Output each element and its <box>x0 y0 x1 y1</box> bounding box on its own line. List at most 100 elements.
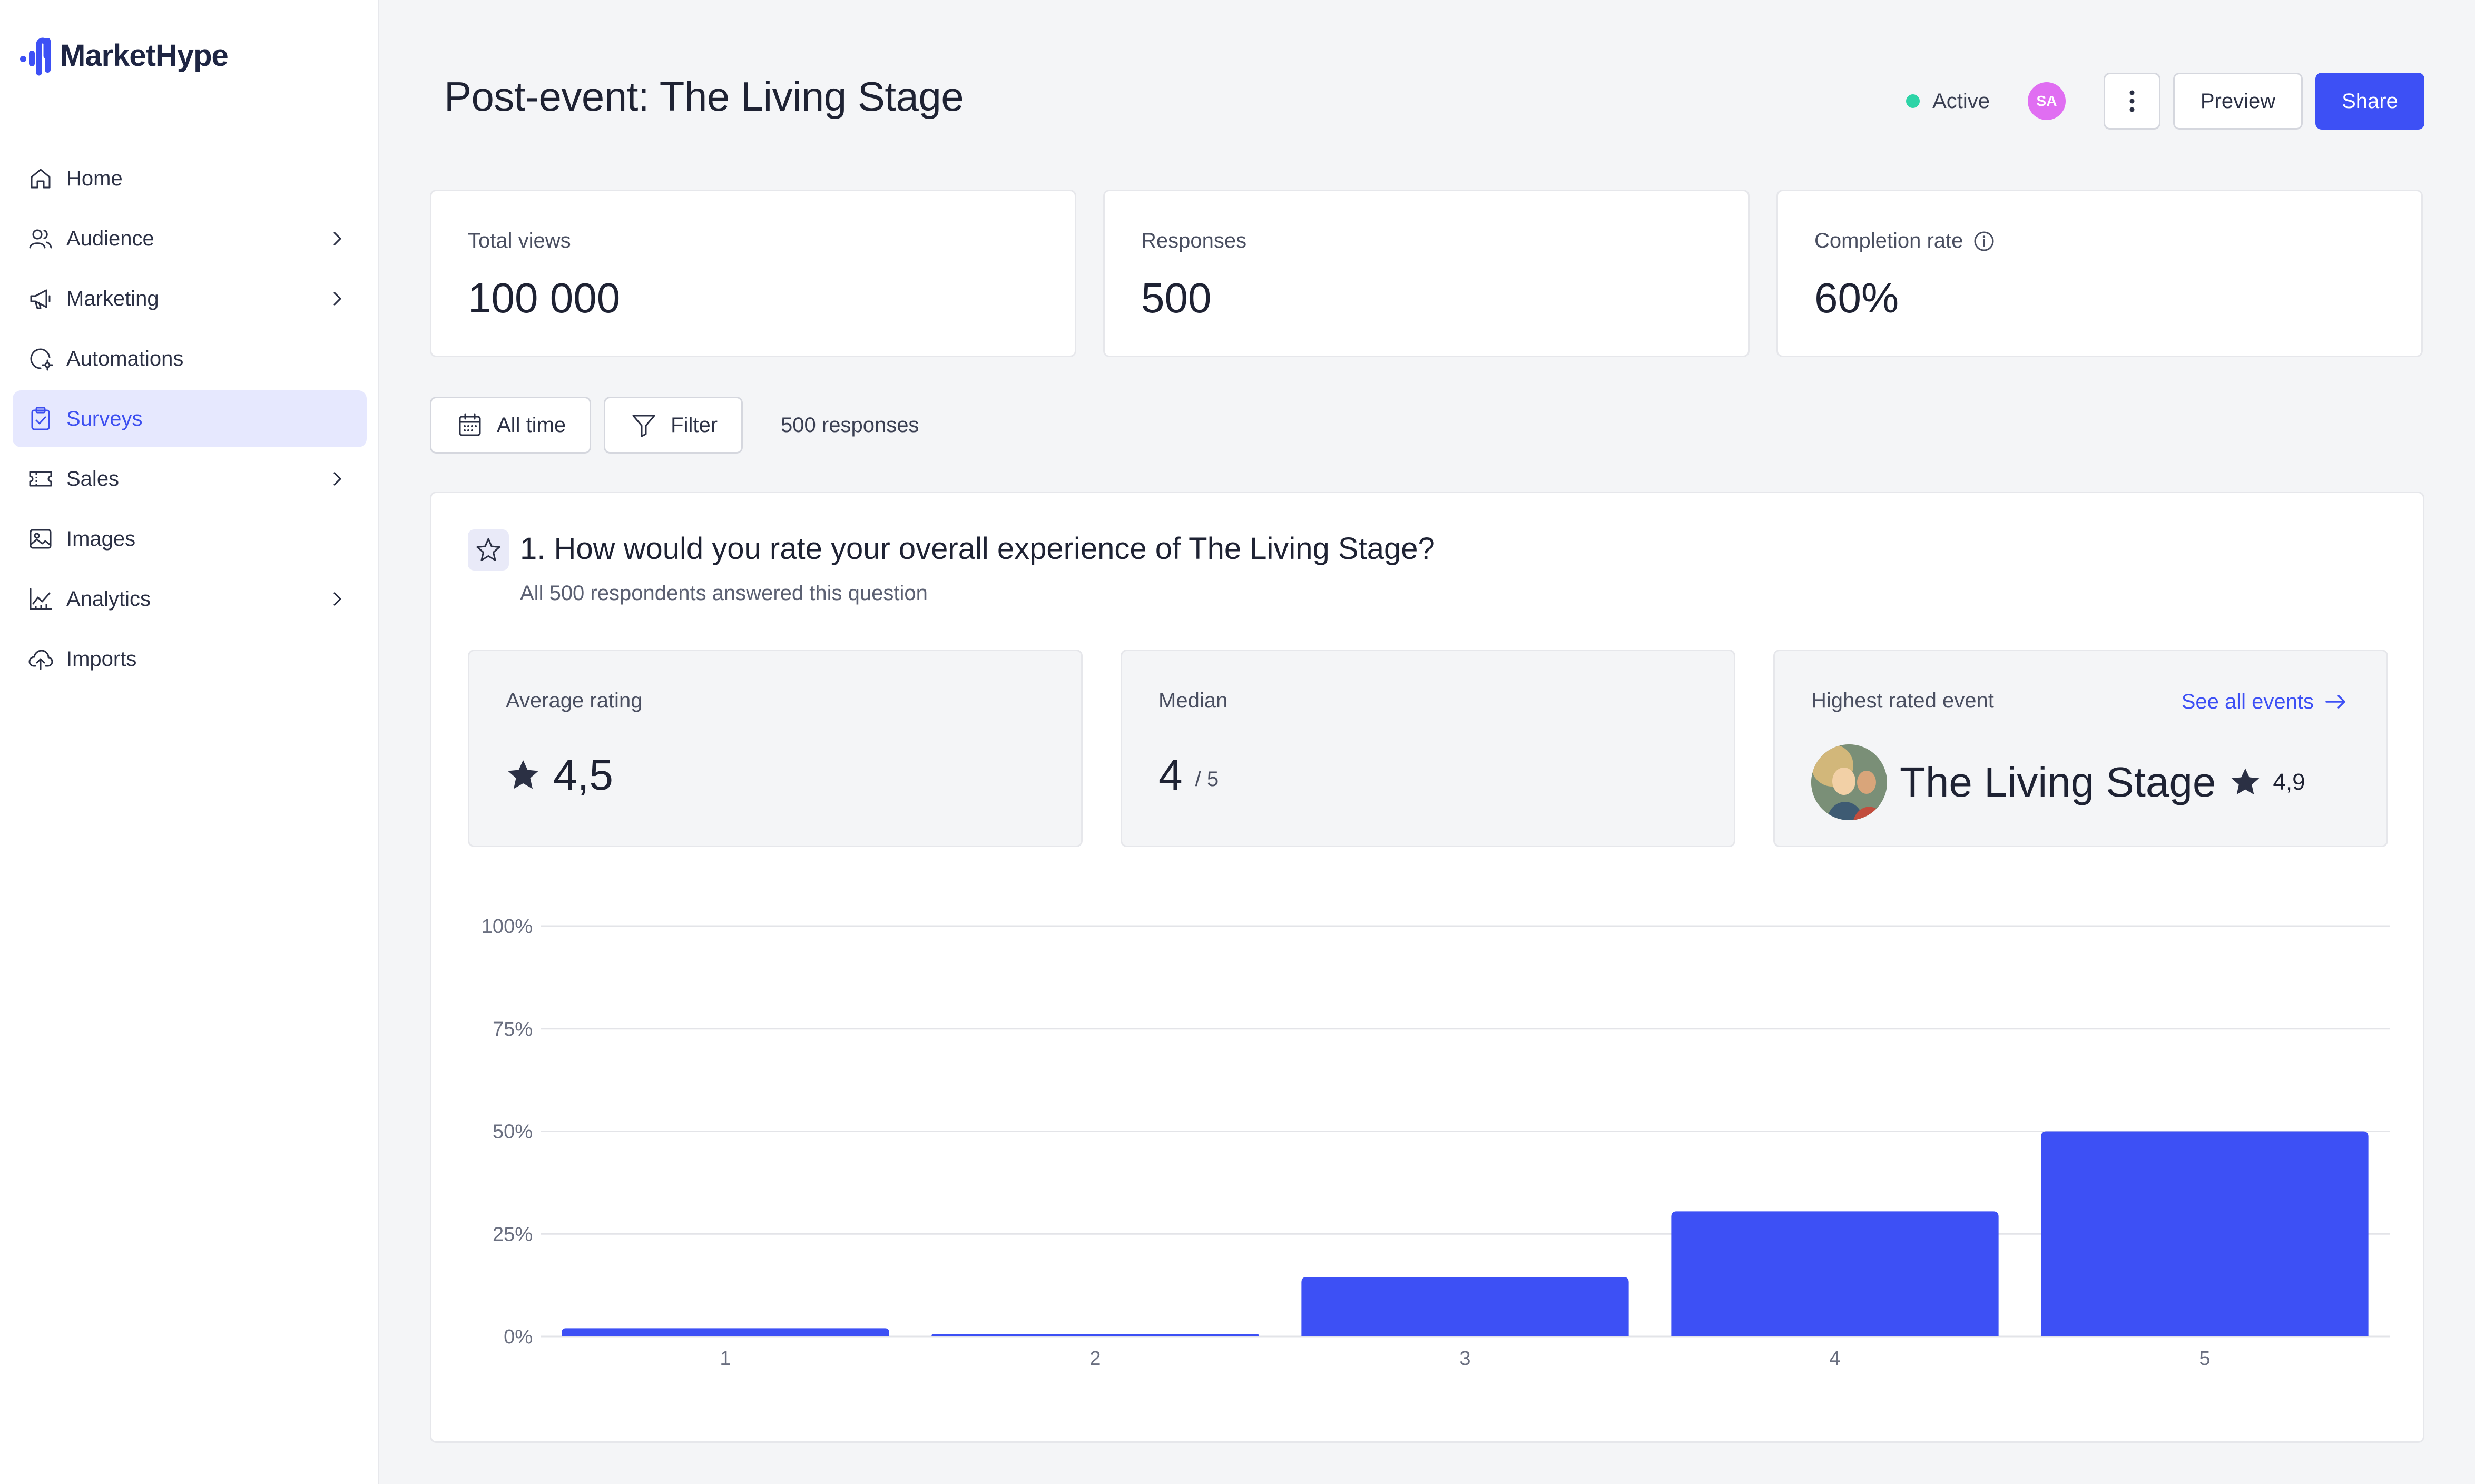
filter-button[interactable]: Filter <box>604 397 743 454</box>
see-all-events-link[interactable]: See all events <box>2182 689 2349 714</box>
chevron-right-icon[interactable] <box>327 468 348 489</box>
highest-event-name[interactable]: The Living Stage <box>1900 759 2216 805</box>
upload-cloud-icon <box>27 646 54 672</box>
chevron-right-icon[interactable] <box>327 588 348 610</box>
preview-button[interactable]: Preview <box>2173 73 2303 130</box>
stat-label: Responses <box>1141 229 1247 252</box>
sidebar-item-label: Automations <box>66 347 184 370</box>
sidebar-item-label: Surveys <box>66 407 143 430</box>
chart-bar-3[interactable] <box>1301 1277 1629 1336</box>
avatar[interactable]: SA <box>2028 82 2066 120</box>
median-card: Median 4 / 5 <box>1121 650 1735 847</box>
app-logo[interactable]: MarketHype <box>19 35 229 76</box>
share-button[interactable]: Share <box>2315 73 2424 130</box>
page-title: Post-event: The Living Stage <box>444 73 964 120</box>
sidebar-item-label: Audience <box>66 227 154 250</box>
question-card: 1. How would you rate your overall exper… <box>430 492 2424 1443</box>
info-icon[interactable] <box>1972 230 1996 253</box>
sidebar-item-label: Sales <box>66 467 120 490</box>
metric-value-row: 4 / 5 <box>1158 751 1697 800</box>
sidebar-item-sales[interactable]: Sales <box>13 450 367 507</box>
x-tick-label: 4 <box>1829 1348 1840 1370</box>
highest-event-row: The Living Stage 4,9 <box>1811 744 2350 820</box>
status-dot <box>1906 94 1920 108</box>
sidebar: MarketHype Home Audience Marketing Automati… <box>0 0 379 1484</box>
stat-card-completion-rate: Completion rate 60% <box>1776 190 2423 357</box>
y-tick-label: 50% <box>493 1121 533 1143</box>
metric-value-row: 4,5 <box>506 751 1045 800</box>
rating-question-icon-box <box>468 529 509 571</box>
event-thumbnail-art <box>1811 744 1887 820</box>
x-tick-label: 5 <box>2199 1348 2210 1370</box>
star-outline-icon <box>476 538 500 561</box>
chart-bar-2[interactable] <box>931 1334 1259 1336</box>
average-rating-value: 4,5 <box>553 751 613 799</box>
responses-count: 500 responses <box>781 413 919 437</box>
highest-event-rating: 4,9 <box>2273 769 2305 795</box>
image-icon <box>27 526 54 552</box>
users-icon <box>27 225 54 252</box>
chart-bar-1[interactable] <box>562 1328 889 1336</box>
sidebar-item-audience[interactable]: Audience <box>13 210 367 267</box>
y-tick-label: 25% <box>493 1223 533 1245</box>
question-subtitle: All 500 respondents answered this questi… <box>520 582 928 605</box>
stat-value: 100 000 <box>468 274 621 321</box>
star-filled-icon <box>2230 766 2261 798</box>
chart-bar-5[interactable] <box>2041 1131 2369 1337</box>
y-tick-label: 0% <box>504 1326 533 1348</box>
more-options-button[interactable] <box>2104 73 2160 130</box>
date-range-button[interactable]: All time <box>430 397 592 454</box>
sidebar-item-label: Imports <box>66 647 137 671</box>
star-filled-icon <box>506 758 541 793</box>
sidebar-item-surveys[interactable]: Surveys <box>13 390 367 447</box>
header-actions: Active SA Preview Share <box>1906 73 2424 130</box>
sidebar-item-label: Images <box>66 527 136 551</box>
sidebar-item-images[interactable]: Images <box>13 510 367 567</box>
automation-icon <box>27 346 54 372</box>
sidebar-item-automations[interactable]: Automations <box>13 330 367 387</box>
main-content: Post-event: The Living Stage Active SA P… <box>381 0 2475 1484</box>
stat-value: 500 <box>1141 274 1212 321</box>
question-title: 1. How would you rate your overall exper… <box>520 532 1435 566</box>
sidebar-item-label: Analytics <box>66 587 151 611</box>
median-value: 4 <box>1158 751 1183 799</box>
ticket-icon <box>27 466 54 492</box>
x-tick-label: 3 <box>1459 1348 1470 1370</box>
chevron-right-icon[interactable] <box>327 288 348 309</box>
home-icon <box>27 165 54 192</box>
sidebar-item-marketing[interactable]: Marketing <box>13 270 367 327</box>
date-range-label: All time <box>497 413 566 437</box>
metric-cards: Average rating 4,5 Median 4 / 5 Highest … <box>468 650 2388 847</box>
logo-mark-icon <box>20 37 51 76</box>
status-indicator: Active <box>1906 90 1990 113</box>
filter-toolbar: All time Filter 500 responses <box>430 397 919 454</box>
stat-cards: Total views 100 000 Responses 500 Comple… <box>430 190 2423 357</box>
sidebar-item-home[interactable]: Home <box>13 150 367 207</box>
x-tick-label: 1 <box>720 1348 731 1370</box>
sidebar-item-imports[interactable]: Imports <box>13 631 367 687</box>
average-rating-card: Average rating 4,5 <box>468 650 1083 847</box>
median-of: / 5 <box>1195 767 1219 791</box>
analytics-icon <box>27 586 54 612</box>
sidebar-item-analytics[interactable]: Analytics <box>13 571 367 627</box>
highest-rated-event-card: Highest rated event See all events <box>1773 650 2388 847</box>
stat-value: 60% <box>1814 274 1899 321</box>
sidebar-nav: Home Audience Marketing Automations Surveys S… <box>13 150 367 691</box>
filter-icon <box>632 415 655 437</box>
metric-label: Average rating <box>506 689 643 712</box>
arrow-right-icon <box>2325 695 2345 709</box>
metric-label: Median <box>1158 689 1228 712</box>
chart-bar-4[interactable] <box>1671 1211 1999 1336</box>
calendar-icon <box>459 413 481 436</box>
stat-label: Total views <box>468 229 571 252</box>
see-all-events-label: See all events <box>2181 690 2314 713</box>
stat-label: Completion rate <box>1814 229 1963 252</box>
stat-label-row: Completion rate <box>1814 229 2385 253</box>
rating-distribution-chart: 0% 25% 50% 75% 100% 1 2 3 4 5 <box>431 493 2426 1444</box>
status-text: Active <box>1932 89 1990 113</box>
metric-label: Highest rated event <box>1811 689 1994 712</box>
megaphone-icon <box>27 286 54 312</box>
stat-card-total-views: Total views 100 000 <box>430 190 1076 357</box>
event-thumbnail[interactable] <box>1811 744 1887 820</box>
chevron-right-icon[interactable] <box>327 228 348 249</box>
